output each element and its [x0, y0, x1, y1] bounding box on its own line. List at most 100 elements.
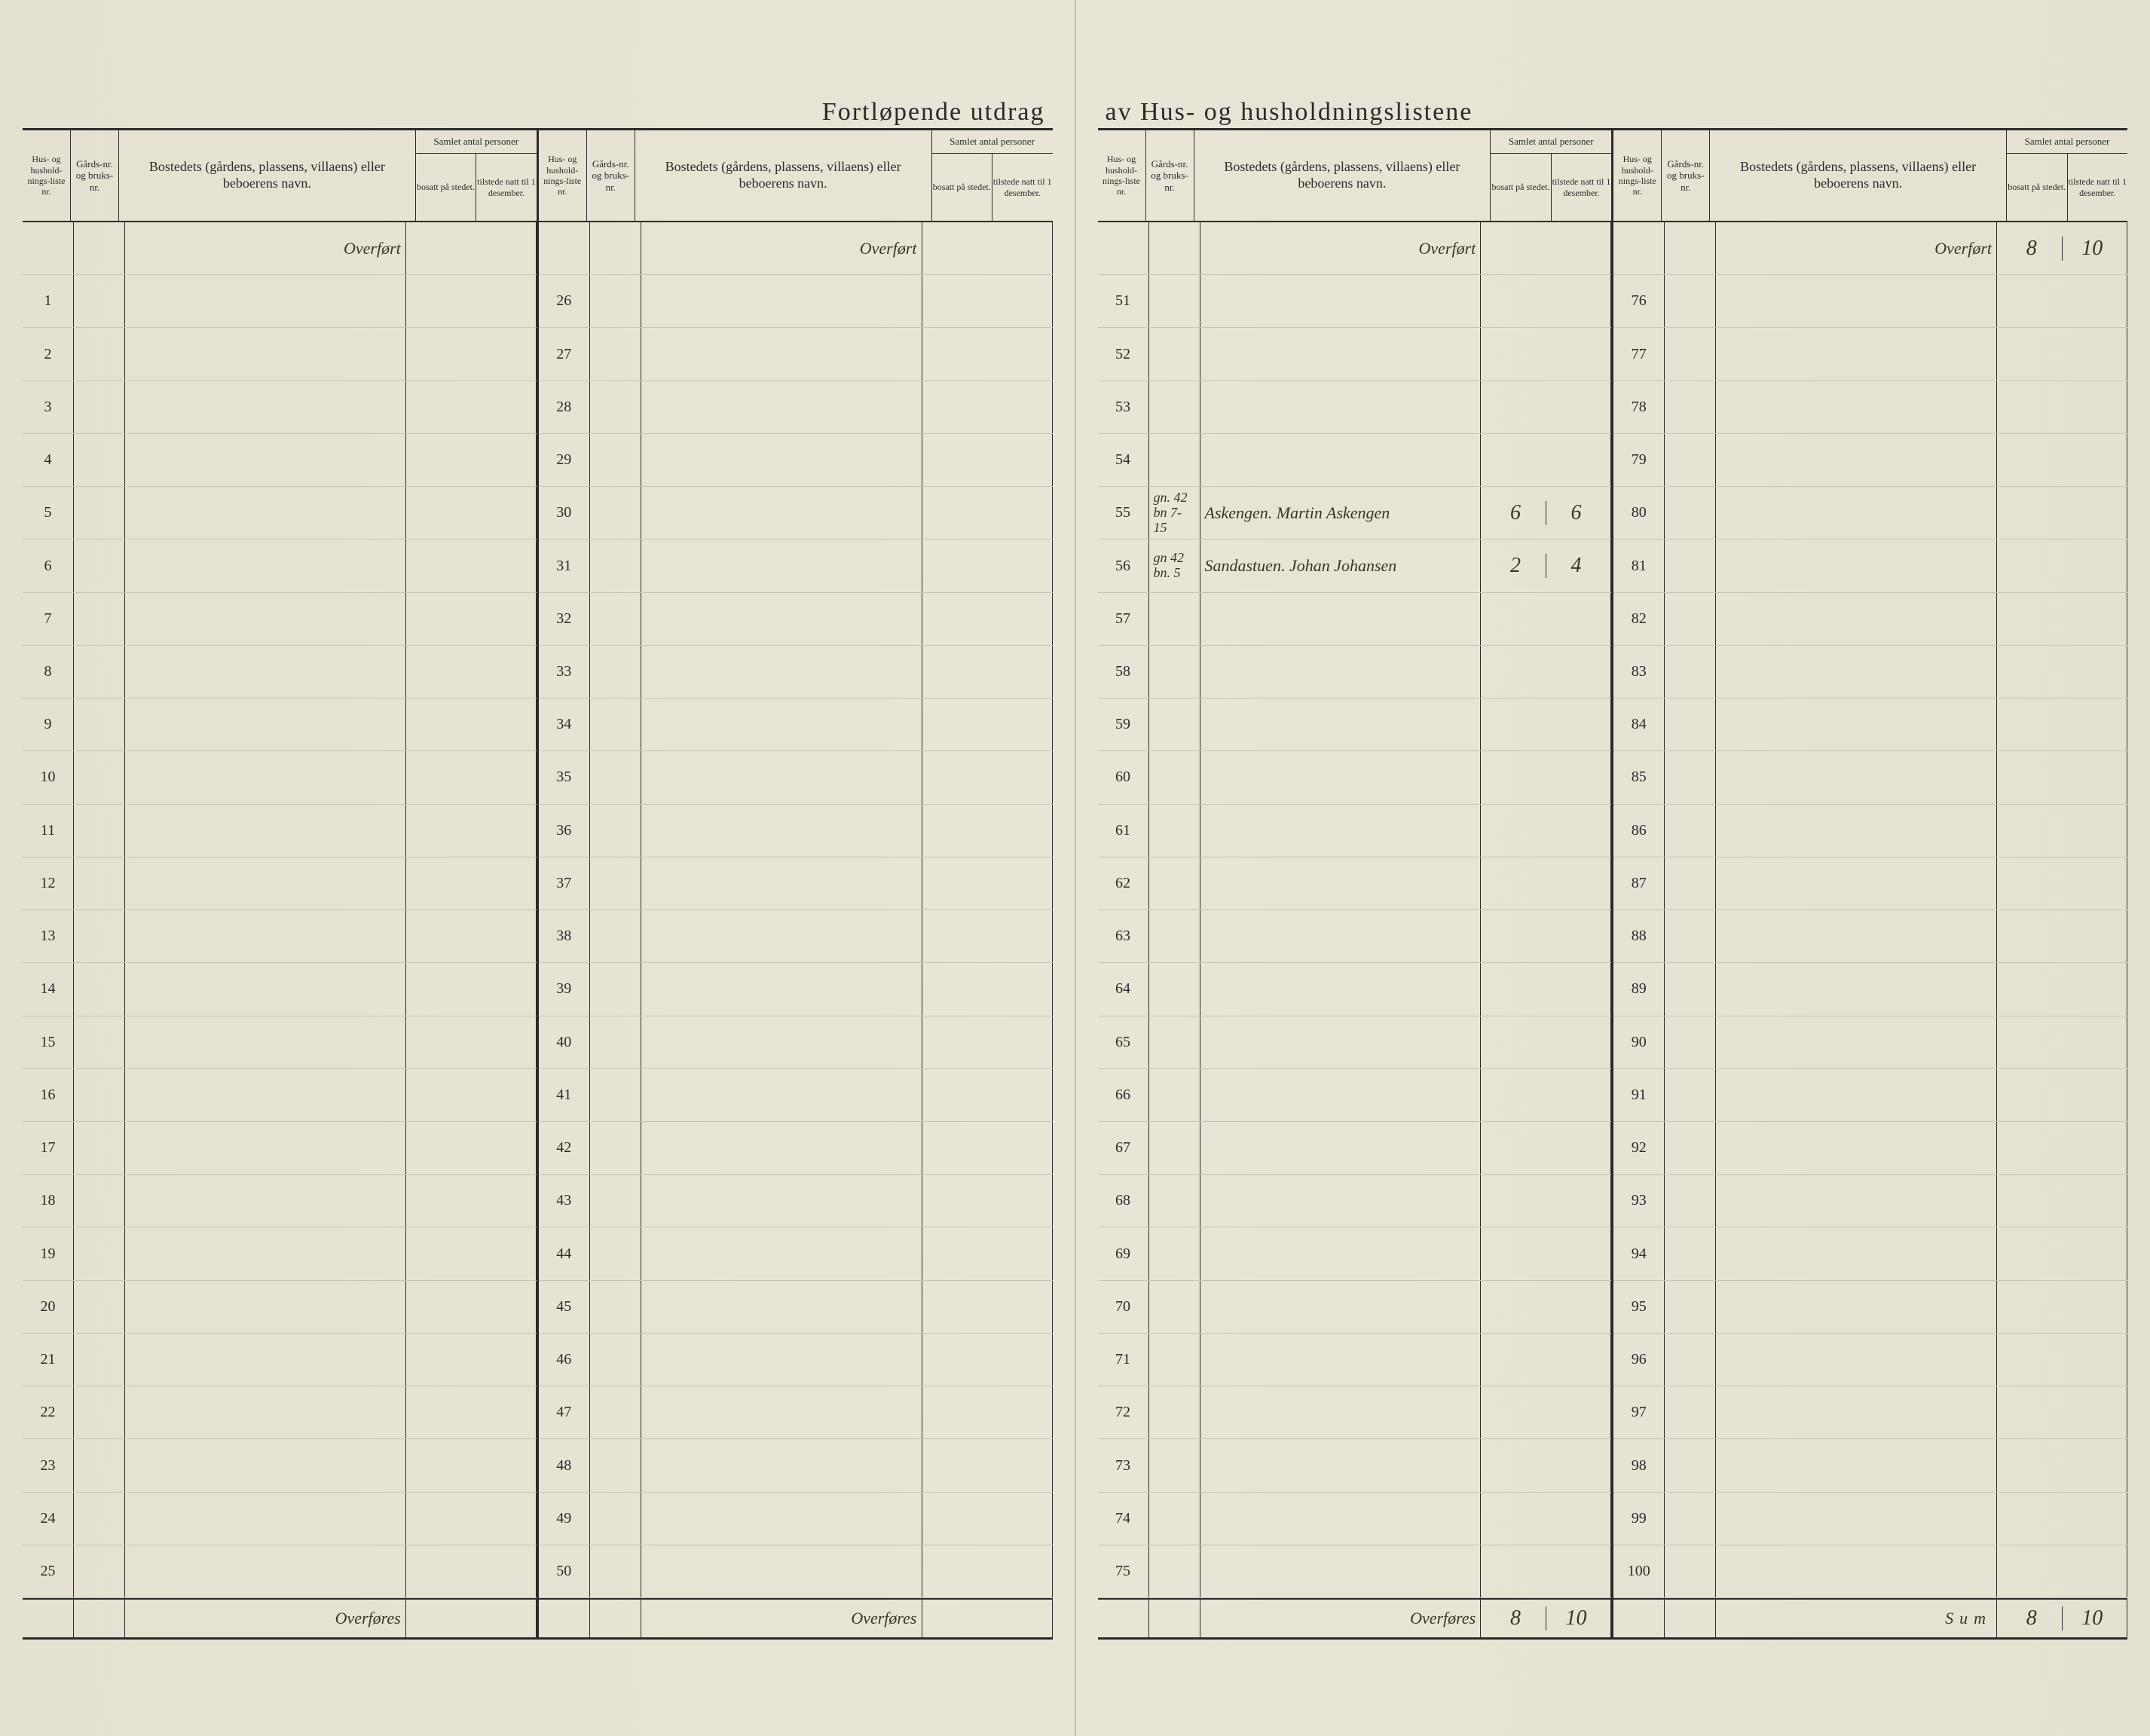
- hdr-liste: Hus- og hushold-nings-liste nr.: [539, 130, 587, 221]
- table-row: 29: [539, 434, 1053, 487]
- table-row: 77: [1613, 328, 2127, 381]
- cell-gard-nr: [1149, 910, 1200, 962]
- cell-liste-nr: 50: [539, 1545, 590, 1597]
- hdr-tilstede: tilstede natt til 1 desember.: [992, 154, 1053, 221]
- overfores-label: Overføres: [1200, 1600, 1482, 1637]
- table-row: 69: [1098, 1227, 1612, 1280]
- cell-bosted: [125, 1016, 406, 1068]
- table-row: 5: [23, 487, 537, 539]
- hdr-samlet: Samlet antal personer bosatt på stedet. …: [2007, 130, 2127, 221]
- table-row: 9: [23, 698, 537, 751]
- cell-liste-nr: 15: [23, 1016, 74, 1068]
- cell-gard-nr: [1149, 1016, 1200, 1068]
- cell-bosted: [1716, 1334, 1997, 1386]
- table-row: 91: [1613, 1069, 2127, 1122]
- cell-gard-nr: gn. 42 bn 7-15: [1149, 487, 1200, 539]
- table-row: 86: [1613, 805, 2127, 857]
- cell-gard-nr: [590, 805, 641, 857]
- cell-bosted: [125, 328, 406, 380]
- cell-bosted: [1200, 1545, 1482, 1597]
- cell-gard-nr: [1665, 434, 1716, 486]
- cell-gard-nr: [1149, 963, 1200, 1015]
- cell-gard-nr: [1665, 646, 1716, 698]
- cell-liste-nr: 39: [539, 963, 590, 1015]
- cell-liste-nr: 97: [1613, 1386, 1665, 1438]
- cell-tilstede: 4: [1546, 554, 1607, 578]
- cell-liste-nr: 64: [1098, 963, 1149, 1015]
- table-row: 46: [539, 1334, 1053, 1386]
- hdr-tilstede: tilstede natt til 1 desember.: [1552, 154, 1612, 221]
- table-row: 71: [1098, 1334, 1612, 1386]
- table-row: 44: [539, 1227, 1053, 1280]
- cell-gard-nr: [590, 1493, 641, 1545]
- table-row: 20: [23, 1281, 537, 1334]
- cell-liste-nr: 88: [1613, 910, 1665, 962]
- cell-gard-nr: [74, 646, 125, 698]
- cell-gard-nr: gn 42 bn. 5: [1149, 539, 1200, 591]
- rows-block-1: Overført 1 2 3 4 5 6 7: [23, 222, 537, 1598]
- cell-gard-nr: [74, 805, 125, 857]
- rows-block-2: Overført 26 27 28 29 30 31: [539, 222, 1053, 1598]
- cell-bosted: [641, 805, 922, 857]
- cell-liste-nr: 71: [1098, 1334, 1149, 1386]
- cell-liste-nr: 57: [1098, 593, 1149, 645]
- table-row: 74: [1098, 1493, 1612, 1545]
- table-row: 52: [1098, 328, 1612, 381]
- cell-liste-nr: 59: [1098, 698, 1149, 750]
- cell-gard-nr: [590, 963, 641, 1015]
- cell-bosted: [1716, 857, 1997, 909]
- cell-bosted: [641, 963, 922, 1015]
- cell-bosted: [1200, 1122, 1482, 1174]
- table-row: 73: [1098, 1439, 1612, 1492]
- cell-bosted: [641, 1545, 922, 1597]
- cell-bosted: [125, 963, 406, 1015]
- cell-liste-nr: 17: [23, 1122, 74, 1174]
- cell-bosted: [641, 539, 922, 591]
- cell-bosted: [1716, 698, 1997, 750]
- cell-bosted: [641, 1281, 922, 1333]
- table-row: 75: [1098, 1545, 1612, 1598]
- cell-gard-nr: [1149, 1493, 1200, 1545]
- cell-bosted: [1200, 1386, 1482, 1438]
- footer-block-4: Sum 810: [1613, 1598, 2127, 1637]
- cell-liste-nr: 12: [23, 857, 74, 909]
- table-row: 96: [1613, 1334, 2127, 1386]
- cell-liste-nr: 45: [539, 1281, 590, 1333]
- hdr-samlet-label: Samlet antal personer: [1491, 130, 1611, 154]
- cell-tilstede: 6: [1546, 501, 1607, 525]
- footer-block-3: Overføres 810: [1098, 1598, 1612, 1637]
- cell-liste-nr: 49: [539, 1493, 590, 1545]
- cell-bosted: [125, 1122, 406, 1174]
- cell-gard-nr: [1665, 539, 1716, 591]
- table-row: 7: [23, 593, 537, 646]
- title-right: av Hus- og husholdningslistene: [1106, 98, 1473, 127]
- cell-gard-nr: [590, 1227, 641, 1279]
- hdr-bosatt: bosatt på stedet.: [416, 154, 477, 221]
- b3-overfores-tilstede: 10: [1546, 1606, 1607, 1631]
- table-row: 18: [23, 1175, 537, 1227]
- column-block-4: Hus- og hushold-nings-liste nr. Gårds-nr…: [1613, 130, 2127, 1637]
- cell-liste-nr: 60: [1098, 751, 1149, 803]
- table-row: 41: [539, 1069, 1053, 1122]
- cell-bosted: [1716, 593, 1997, 645]
- cell-liste-nr: 53: [1098, 381, 1149, 433]
- cell-liste-nr: 77: [1613, 328, 1665, 380]
- cell-bosted: [641, 1122, 922, 1174]
- cell-liste-nr: 7: [23, 593, 74, 645]
- cell-liste-nr: 96: [1613, 1334, 1665, 1386]
- cell-gard-nr: [74, 1281, 125, 1333]
- cell-liste-nr: 34: [539, 698, 590, 750]
- table-row: 56 gn 42 bn. 5 Sandastuen. Johan Johanse…: [1098, 539, 1612, 592]
- cell-gard-nr: [74, 1175, 125, 1227]
- cell-bosted: [1200, 1227, 1482, 1279]
- table-row: 88: [1613, 910, 2127, 963]
- cell-bosted: [641, 381, 922, 433]
- cell-gard-nr: [74, 1386, 125, 1438]
- ledger-right: Hus- og hushold-nings-liste nr. Gårds-nr…: [1098, 128, 2128, 1640]
- table-row: 21: [23, 1334, 537, 1386]
- cell-liste-nr: 13: [23, 910, 74, 962]
- cell-liste-nr: 9: [23, 698, 74, 750]
- cell-bosted: [1716, 1545, 1997, 1597]
- table-row: 35: [539, 751, 1053, 804]
- cell-gard-nr: [74, 910, 125, 962]
